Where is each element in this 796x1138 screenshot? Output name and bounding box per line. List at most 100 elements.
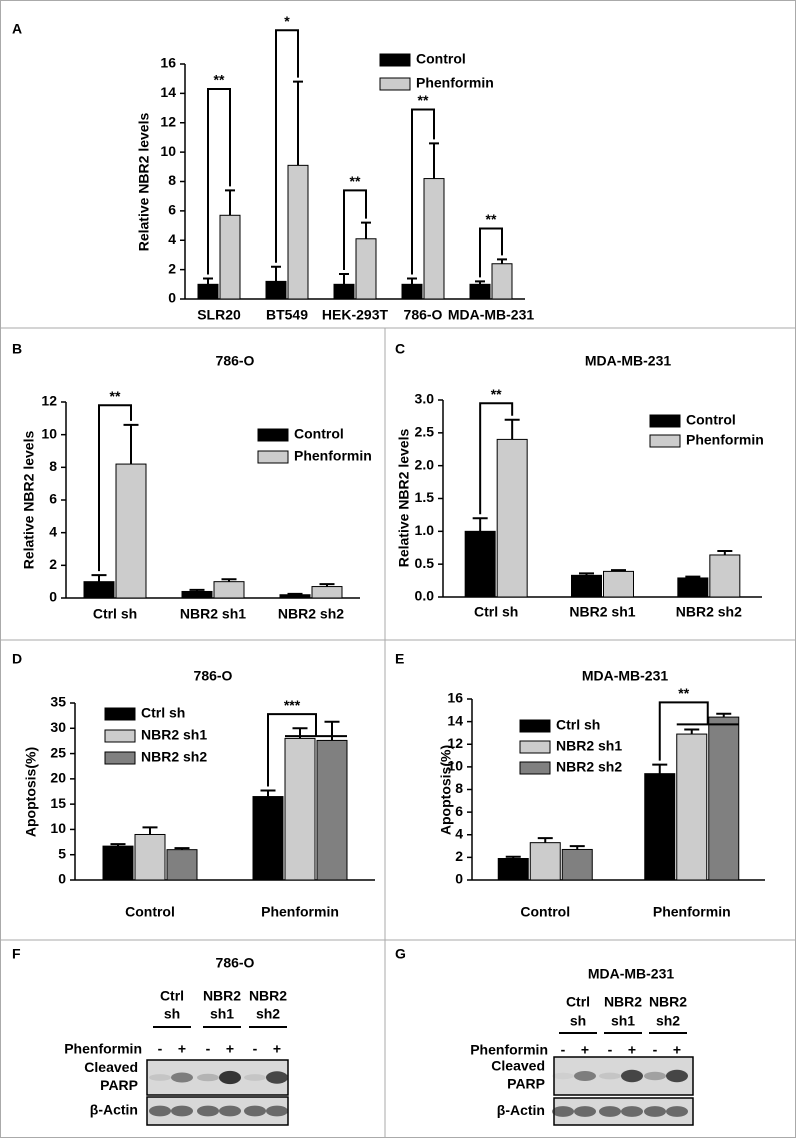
y-tick-label: 25 [50, 744, 66, 760]
treatment-sign: + [673, 1042, 681, 1058]
blot-band [149, 1105, 171, 1117]
y-tick-label: 0.5 [415, 555, 435, 571]
panel-letter: F [12, 946, 21, 962]
legend-swatch [104, 751, 136, 765]
legend-swatch [519, 719, 551, 733]
y-tick-label: 12 [160, 113, 176, 129]
error-bar [716, 712, 732, 718]
blot-band [219, 1070, 241, 1085]
significance-bracket [658, 701, 739, 761]
treatment-sign: + [178, 1041, 186, 1057]
y-tick-label: 8 [49, 458, 57, 474]
y-tick-label: 0 [49, 589, 57, 605]
error-bar [652, 763, 668, 774]
legend-label: Control [294, 426, 344, 442]
error-bar [260, 789, 276, 797]
significance-label: ** [486, 211, 497, 227]
blot-band [197, 1073, 219, 1082]
y-tick-label: 12 [447, 735, 463, 751]
bar [561, 848, 593, 881]
lane-group-label: sh2 [256, 1006, 280, 1022]
legend-label: Control [416, 51, 466, 67]
chart-title: MDA-MB-231 [585, 353, 672, 369]
y-tick-label: 2 [168, 260, 176, 276]
y-tick-label: 16 [160, 55, 176, 71]
y-tick-label: 0 [455, 871, 463, 887]
x-tick-label: Phenformin [653, 904, 731, 920]
error-bar [221, 578, 237, 582]
panel-letter: B [12, 341, 22, 357]
bar [676, 733, 708, 881]
row-label: PARP [100, 1077, 138, 1093]
error-bar [324, 720, 340, 741]
legend-swatch [104, 729, 136, 743]
y-axis-label: Apoptosis(%) [438, 745, 454, 835]
chart-title: MDA-MB-231 [582, 668, 669, 684]
treatment-sign: + [581, 1042, 589, 1058]
error-bar [407, 277, 417, 285]
blot-band [171, 1105, 193, 1117]
legend-swatch [257, 428, 289, 442]
y-tick-label: 4 [455, 825, 463, 841]
bar [134, 833, 166, 881]
y-tick-label: 5 [58, 845, 66, 861]
y-tick-label: 1.5 [415, 489, 435, 505]
y-tick-label: 10 [447, 758, 463, 774]
x-tick-label: Control [125, 904, 175, 920]
blot-band [266, 1071, 288, 1084]
blot-band [621, 1069, 643, 1083]
bar [464, 530, 496, 598]
legend-swatch [519, 761, 551, 775]
chart-title: 786-O [216, 353, 255, 369]
error-bar [504, 418, 520, 440]
legend-swatch [519, 740, 551, 754]
y-tick-label: 3.0 [415, 391, 435, 407]
error-bar [505, 855, 521, 859]
treatment-sign: + [628, 1042, 636, 1058]
y-tick-label: 35 [50, 694, 66, 710]
significance-label: *** [284, 697, 301, 713]
bar [316, 739, 348, 881]
lane-group-label: sh [570, 1013, 586, 1029]
row-label: PARP [507, 1076, 545, 1092]
lane-group-label: Ctrl [566, 994, 590, 1010]
legend-label: Phenformin [686, 432, 764, 448]
bar [265, 280, 287, 300]
row-label: β-Actin [90, 1102, 138, 1118]
significance-bracket [267, 713, 347, 787]
bar [83, 581, 115, 599]
legend-label: NBR2 sh2 [141, 749, 207, 765]
y-axis-label: Relative NBR2 levels [396, 429, 412, 568]
significance-label: * [284, 13, 290, 29]
error-bar [475, 280, 485, 285]
blot-title: MDA-MB-231 [588, 966, 675, 982]
bar [181, 590, 213, 599]
bar [213, 581, 245, 599]
bar [166, 849, 198, 881]
blot-band [666, 1106, 688, 1117]
blot-band [666, 1069, 688, 1083]
y-axis-label: Relative NBR2 levels [21, 431, 37, 570]
legend-label: Ctrl sh [556, 717, 600, 733]
bar [284, 737, 316, 881]
y-tick-label: 2 [455, 848, 463, 864]
y-tick-label: 0 [168, 290, 176, 306]
blot-band [171, 1072, 193, 1083]
bar [644, 773, 676, 881]
error-bar [225, 189, 235, 216]
x-tick-label: BT549 [266, 307, 308, 323]
blot-band [244, 1074, 266, 1081]
error-bar [497, 258, 507, 264]
blot-band [574, 1071, 596, 1081]
y-tick-label: 0 [58, 871, 66, 887]
significance-label: ** [350, 173, 361, 189]
error-bar [717, 550, 733, 555]
legend-label: Control [686, 412, 736, 428]
treatment-sign: - [608, 1042, 613, 1058]
legend-label: NBR2 sh1 [141, 727, 207, 743]
significance-bracket [207, 87, 231, 275]
error-bar [319, 583, 335, 587]
error-bar [361, 221, 371, 239]
bar [709, 554, 741, 598]
